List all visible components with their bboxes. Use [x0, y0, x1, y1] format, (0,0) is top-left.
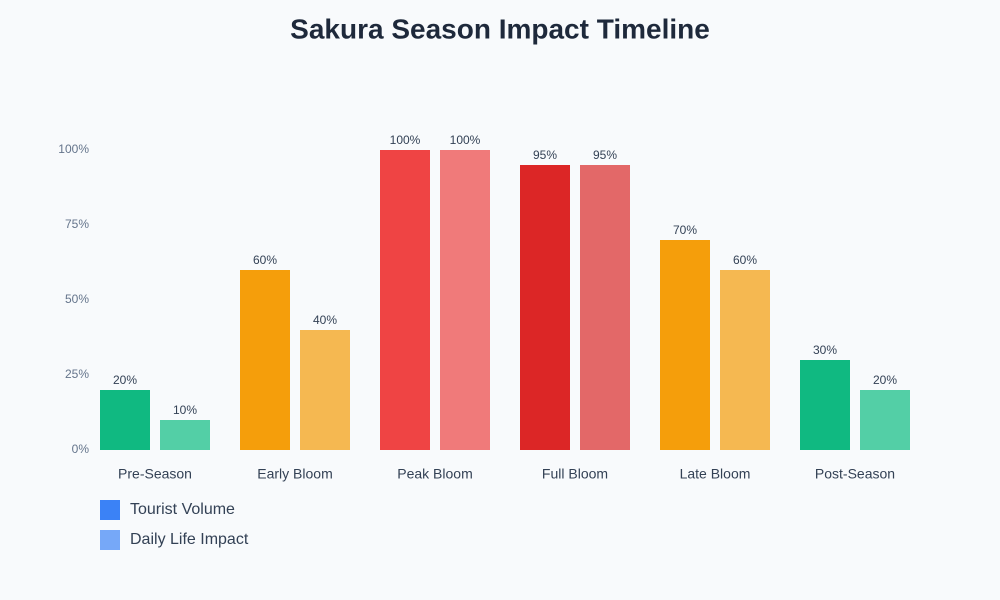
bar: [580, 165, 630, 450]
value-label: 10%: [173, 403, 197, 417]
y-tick-label: 0%: [72, 442, 90, 456]
y-tick-label: 50%: [65, 292, 89, 306]
value-label: 20%: [873, 373, 897, 387]
chart-title: Sakura Season Impact Timeline: [290, 13, 710, 44]
legend-swatch: [100, 500, 120, 520]
value-label: 100%: [390, 133, 421, 147]
bar: [240, 270, 290, 450]
value-label: 60%: [253, 253, 277, 267]
bar: [720, 270, 770, 450]
bar: [800, 360, 850, 450]
y-tick-label: 100%: [58, 142, 89, 156]
x-tick-label: Peak Bloom: [397, 466, 472, 482]
value-label: 95%: [593, 148, 617, 162]
legend-label: Daily Life Impact: [130, 531, 249, 548]
legend-label: Tourist Volume: [130, 501, 235, 518]
y-tick-label: 75%: [65, 217, 89, 231]
bar: [440, 150, 490, 450]
legend-swatch: [100, 530, 120, 550]
x-tick-label: Early Bloom: [257, 466, 332, 482]
value-label: 20%: [113, 373, 137, 387]
bar: [160, 420, 210, 450]
bar: [860, 390, 910, 450]
bar: [300, 330, 350, 450]
value-label: 60%: [733, 253, 757, 267]
y-tick-label: 25%: [65, 367, 89, 381]
x-tick-label: Pre-Season: [118, 466, 192, 482]
x-tick-label: Full Bloom: [542, 466, 608, 482]
bar: [100, 390, 150, 450]
bar: [520, 165, 570, 450]
x-tick-label: Post-Season: [815, 466, 895, 482]
x-tick-label: Late Bloom: [680, 466, 751, 482]
value-label: 40%: [313, 313, 337, 327]
value-label: 95%: [533, 148, 557, 162]
bar: [380, 150, 430, 450]
value-label: 30%: [813, 343, 837, 357]
value-label: 100%: [450, 133, 481, 147]
value-label: 70%: [673, 223, 697, 237]
bar: [660, 240, 710, 450]
